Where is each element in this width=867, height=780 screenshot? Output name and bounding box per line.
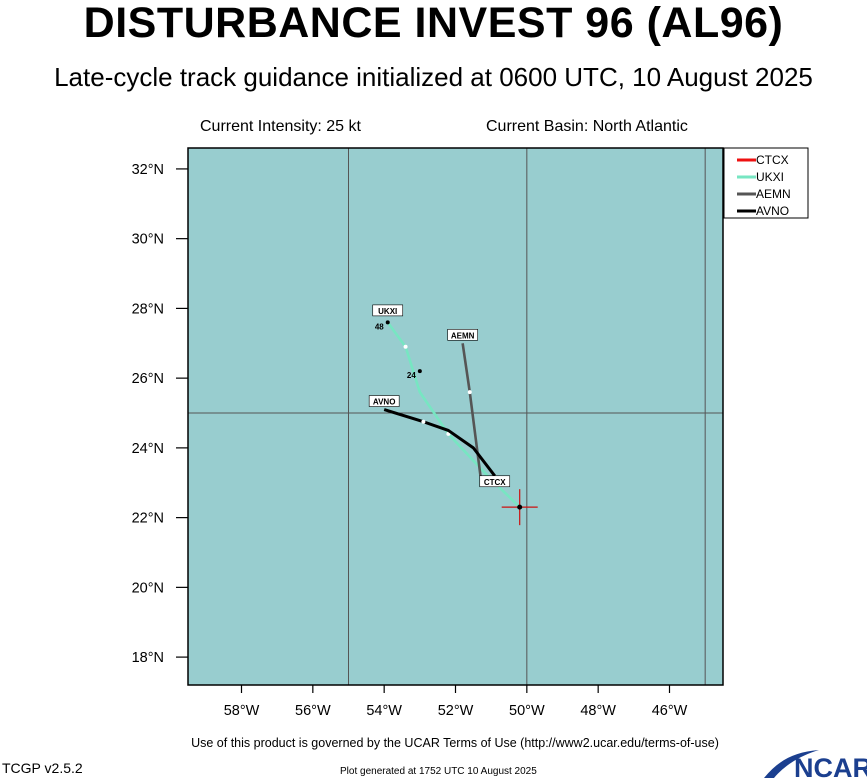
lon-tick-label: 48°W (580, 703, 616, 719)
map-frame (187, 147, 724, 686)
track-label-ukxi: UKXI (378, 307, 397, 316)
lat-tick-label: 30°N (132, 232, 164, 248)
track-label-box-ctcx (479, 475, 511, 488)
track-label-avno: AVNO (373, 398, 396, 407)
hour-mark-label: 48 (375, 322, 384, 331)
track-label-aemn: AEMN (451, 331, 475, 340)
lat-tick-label: 18°N (132, 650, 164, 666)
ncar-logo-swoosh (764, 750, 819, 778)
lat-tick-label: 22°N (132, 511, 164, 527)
current-intensity: Current Intensity: 25 kt (200, 118, 361, 135)
lon-tick-label: 54°W (366, 703, 402, 719)
ncar-logo-text: NCAR (794, 753, 867, 780)
legend-label-avno: AVNO (756, 204, 789, 218)
lat-tick-label: 26°N (132, 371, 164, 387)
lat-tick-label: 20°N (132, 580, 164, 596)
terms-of-use-notice: Use of this product is governed by the U… (191, 736, 719, 750)
track-label-ctcx: CTCX (484, 478, 506, 487)
lon-tick-label: 50°W (509, 703, 545, 719)
lon-tick-label: 46°W (652, 703, 688, 719)
page-title: DISTURBANCE INVEST 96 (AL96) (83, 0, 784, 47)
track-label-box-aemn (447, 328, 478, 341)
legend-label-ukxi: UKXI (756, 170, 784, 184)
track-label-box-ukxi (372, 304, 404, 317)
lon-tick-label: 56°W (295, 703, 331, 719)
hour-mark-dot (385, 320, 390, 325)
axis-ticks: 58°W 56°W 54°W 52°W 50°W 48°W 46°W 18°N 20°N 22°N… (132, 162, 688, 719)
legend-label-ctcx: CTCX (756, 153, 789, 167)
lat-tick-label: 32°N (132, 162, 164, 178)
legend: CTCX UKXI AEMN AVNO (723, 147, 809, 219)
hour-mark-dot (417, 369, 422, 374)
hour-mark-label: 24 (407, 371, 416, 380)
track-point-avno (421, 419, 426, 424)
map-ocean (188, 148, 723, 685)
generated-timestamp: Plot generated at 1752 UTC 10 August 202… (340, 766, 537, 777)
page-subtitle: Late-cycle track guidance initialized at… (54, 62, 813, 92)
legend-label-aemn: AEMN (756, 187, 791, 201)
track-point-ukxi (403, 344, 408, 349)
version-label: TCGP v2.5.2 (2, 760, 83, 776)
current-position-marker (501, 489, 538, 526)
ncar-logo: NCAR (764, 750, 867, 780)
lon-tick-label: 58°W (224, 703, 260, 719)
track-layer: 48 UKXI AEMN AVNO 24 CTCX (368, 304, 521, 509)
current-position-dot (517, 504, 523, 510)
lat-tick-label: 24°N (132, 441, 164, 457)
lat-tick-label: 28°N (132, 301, 164, 317)
map-grid (188, 148, 723, 685)
track-line-avno (383, 408, 496, 477)
track-point-aemn (467, 390, 472, 395)
current-basin: Current Basin: North Atlantic (486, 118, 688, 135)
track-label-box-avno (368, 395, 400, 407)
lon-tick-label: 52°W (438, 703, 474, 719)
